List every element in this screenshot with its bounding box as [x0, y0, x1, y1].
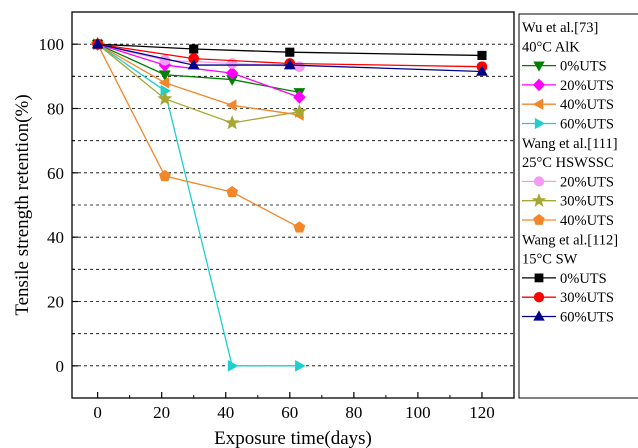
legend-marker — [533, 176, 545, 187]
legend-label: 30%UTS — [560, 290, 614, 306]
x-tick-label: 0 — [93, 403, 102, 422]
data-point — [158, 76, 170, 89]
legend-marker — [534, 117, 546, 130]
x-tick-label: 20 — [153, 403, 170, 422]
series-2-2 — [91, 37, 488, 76]
legend-marker — [533, 310, 545, 321]
series-line — [97, 43, 300, 367]
data-point — [477, 50, 487, 60]
data-point — [226, 185, 239, 198]
legend-marker — [533, 292, 545, 303]
series-line — [97, 43, 300, 94]
legend-label: 40%UTS — [560, 97, 614, 113]
legend-marker — [531, 193, 547, 207]
x-axis-title: Exposure time(days) — [214, 428, 372, 448]
y-tick-label: 0 — [56, 357, 65, 376]
y-tick-label: 40 — [47, 228, 64, 247]
legend-group-title: Wu et al.[73] — [522, 20, 598, 36]
data-point — [293, 90, 306, 104]
legend: Wu et al.[73] 40°C AlK 0%UTS 20%UTS 40%UTS 60… — [518, 13, 638, 399]
x-tick-label: 100 — [405, 403, 431, 422]
series-line — [97, 43, 300, 68]
y-tick-label: 20 — [47, 293, 64, 312]
y-axis-title: Tensile strength retention(%) — [12, 94, 33, 315]
data-point — [227, 359, 239, 372]
data-point — [159, 54, 171, 66]
data-point — [285, 47, 295, 57]
legend-marker — [532, 98, 544, 110]
y-tick-label: 100 — [39, 35, 65, 54]
legend-box — [518, 13, 638, 399]
data-point — [291, 103, 307, 119]
legend-group-title: 40°C AlK — [522, 39, 580, 55]
legend-group-title: 15°C SW — [522, 252, 578, 268]
data-point — [157, 90, 173, 106]
y-tick-label: 80 — [47, 100, 64, 119]
legend-label: 40%UTS — [560, 213, 614, 229]
data-point — [91, 37, 104, 49]
axis-layer: 0 20 40 60 80 100 120 0 20 40 60 80 100 — [39, 35, 495, 422]
legend-label: 20%UTS — [560, 78, 614, 94]
data-point — [187, 58, 200, 70]
series-line — [97, 43, 482, 57]
legend-marker — [534, 273, 544, 283]
legend-label: 0%UTS — [560, 59, 607, 75]
data-point — [293, 221, 306, 233]
series-line — [97, 43, 482, 68]
data-point — [476, 65, 488, 76]
data-point — [225, 66, 239, 80]
series-line — [97, 43, 300, 124]
x-tick-label: 120 — [469, 403, 495, 422]
data-point — [283, 58, 296, 70]
legend-group-title: Wang et al.[111] — [522, 136, 618, 152]
data-point — [158, 169, 171, 182]
series-layer — [90, 36, 488, 372]
legend-group-title: 25°C HSWSSC — [522, 155, 614, 171]
data-point — [189, 44, 199, 54]
series-line — [97, 43, 300, 116]
x-tick-label: 80 — [345, 403, 362, 422]
data-point — [225, 99, 237, 112]
legend-label: 60%UTS — [560, 310, 614, 326]
legend-label: 60%UTS — [560, 117, 614, 133]
y-tick-label: 60 — [47, 164, 64, 183]
x-tick-label: 40 — [217, 403, 234, 422]
legend-label: 0%UTS — [560, 271, 607, 287]
series-line — [97, 43, 300, 229]
legend-marker — [533, 61, 545, 72]
data-point — [224, 115, 240, 130]
legend-marker — [533, 214, 545, 225]
legend-marker — [532, 78, 546, 92]
grid-layer — [72, 43, 514, 367]
series-line — [97, 43, 482, 73]
data-point — [295, 359, 306, 372]
legend-label: 20%UTS — [560, 174, 614, 190]
legend-group-title: Wang et al.[112] — [522, 232, 618, 248]
legend-label: 30%UTS — [560, 194, 614, 210]
x-tick-label: 60 — [281, 403, 298, 422]
